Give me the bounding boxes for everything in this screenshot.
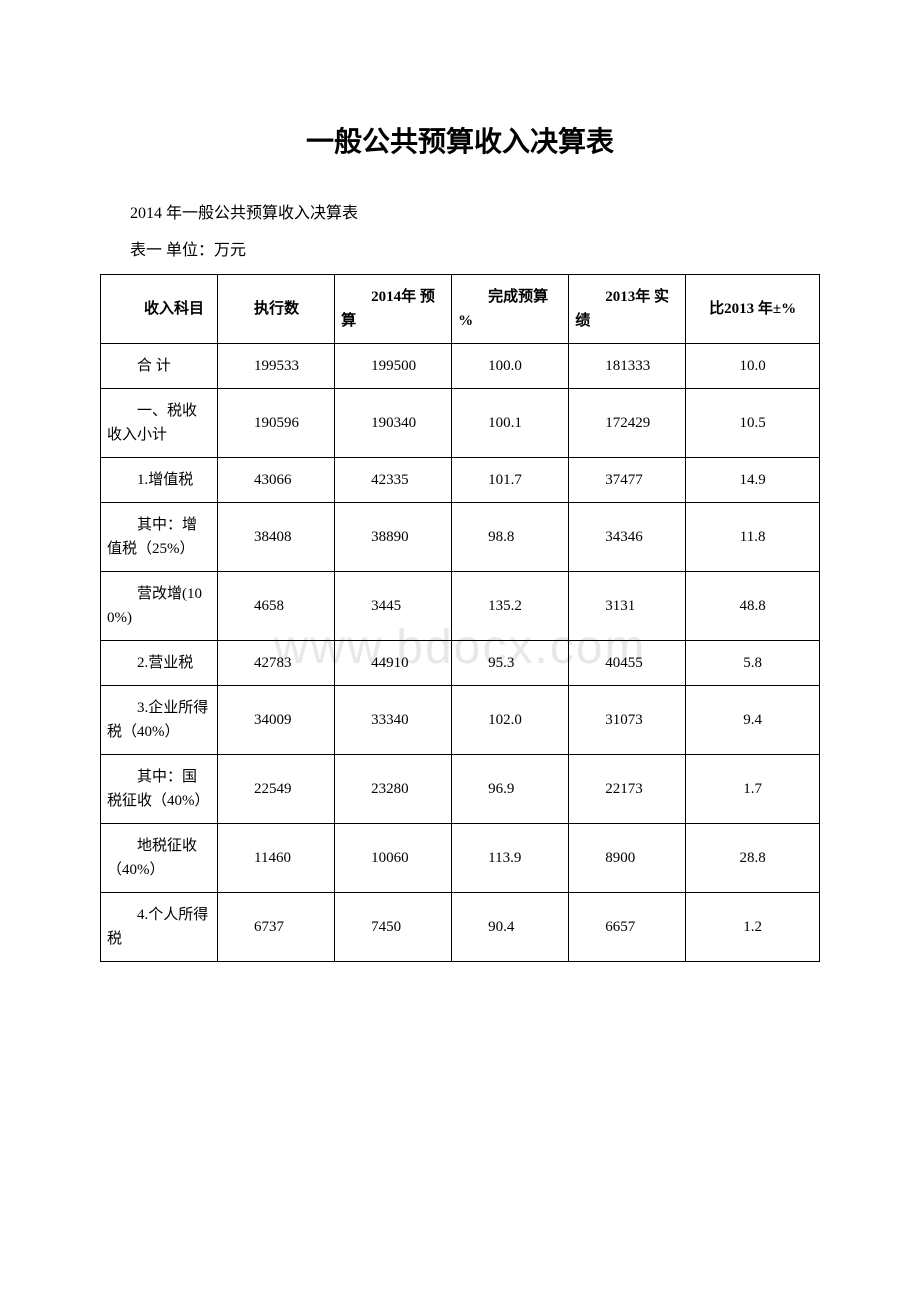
table-cell: 28.8 [686,823,820,892]
table-cell: 37477 [569,457,686,502]
budget-table: 收入科目 执行数 2014年 预算 完成预算 % 2013年 实绩 比2013 … [100,274,820,962]
table-row: 4.个人所得税6737745090.466571.2 [101,892,820,961]
table-cell: 102.0 [452,685,569,754]
table-row: 合 计199533199500100.018133310.0 [101,343,820,388]
table-row: 其中：增值税（25%）384083889098.83434611.8 [101,502,820,571]
table-cell: 199500 [335,343,452,388]
table-row: 地税征收（40%）1146010060113.9890028.8 [101,823,820,892]
table-cell: 5.8 [686,640,820,685]
table-cell: 3445 [335,571,452,640]
table-row: 2.营业税427834491095.3404555.8 [101,640,820,685]
col-header-subject: 收入科目 [101,274,218,343]
table-cell: 地税征收（40%） [101,823,218,892]
table-cell: 44910 [335,640,452,685]
table-cell: 14.9 [686,457,820,502]
table-cell: 42335 [335,457,452,502]
table-cell: 100.0 [452,343,569,388]
subtitle: 2014 年一般公共预算收入决算表 [130,200,820,229]
table-cell: 6657 [569,892,686,961]
table-cell: 172429 [569,388,686,457]
table-body: 合 计199533199500100.018133310.0一、税收收入小计19… [101,343,820,961]
table-cell: 96.9 [452,754,569,823]
table-cell: 100.1 [452,388,569,457]
table-cell: 181333 [569,343,686,388]
table-cell: 33340 [335,685,452,754]
table-cell: 40455 [569,640,686,685]
table-cell: 一、税收收入小计 [101,388,218,457]
table-cell: 11460 [218,823,335,892]
table-cell: 8900 [569,823,686,892]
col-header-budget2014: 2014年 预算 [335,274,452,343]
table-cell: 22549 [218,754,335,823]
table-cell: 11.8 [686,502,820,571]
page-title: 一般公共预算收入决算表 [100,120,820,160]
table-cell: 135.2 [452,571,569,640]
table-row: 一、税收收入小计190596190340100.117242910.5 [101,388,820,457]
table-cell: 6737 [218,892,335,961]
table-cell: 1.2 [686,892,820,961]
table-cell: 1.7 [686,754,820,823]
table-cell: 4.个人所得税 [101,892,218,961]
col-header-completion: 完成预算 % [452,274,569,343]
table-cell: 10.5 [686,388,820,457]
table-cell: 101.7 [452,457,569,502]
table-cell: 3.企业所得税（40%） [101,685,218,754]
table-cell: 34346 [569,502,686,571]
table-cell: 营改增(100%) [101,571,218,640]
table-cell: 38408 [218,502,335,571]
table-cell: 其中：增值税（25%） [101,502,218,571]
table-cell: 98.8 [452,502,569,571]
table-cell: 9.4 [686,685,820,754]
table-cell: 31073 [569,685,686,754]
table-row: 其中：国税征收（40%）225492328096.9221731.7 [101,754,820,823]
table-cell: 38890 [335,502,452,571]
table-cell: 34009 [218,685,335,754]
table-cell: 43066 [218,457,335,502]
table-cell: 1.增值税 [101,457,218,502]
table-cell: 10.0 [686,343,820,388]
col-header-vs2013: 比2013 年±% [686,274,820,343]
table-cell: 90.4 [452,892,569,961]
table-cell: 48.8 [686,571,820,640]
table-cell: 190340 [335,388,452,457]
table-row: 3.企业所得税（40%）3400933340102.0310739.4 [101,685,820,754]
table-cell: 42783 [218,640,335,685]
table-cell: 113.9 [452,823,569,892]
table-cell: 95.3 [452,640,569,685]
table-cell: 199533 [218,343,335,388]
table-cell: 10060 [335,823,452,892]
table-cell: 7450 [335,892,452,961]
table-cell: 4658 [218,571,335,640]
table-row: 1.增值税4306642335101.73747714.9 [101,457,820,502]
col-header-actual2013: 2013年 实绩 [569,274,686,343]
col-header-execution: 执行数 [218,274,335,343]
table-cell: 合 计 [101,343,218,388]
table-cell: 2.营业税 [101,640,218,685]
table-cell: 其中：国税征收（40%） [101,754,218,823]
table-cell: 23280 [335,754,452,823]
table-header-row: 收入科目 执行数 2014年 预算 完成预算 % 2013年 实绩 比2013 … [101,274,820,343]
table-row: 营改增(100%)46583445135.2313148.8 [101,571,820,640]
table-cell: 3131 [569,571,686,640]
table-meta: 表一 单位：万元 [130,237,820,266]
table-cell: 190596 [218,388,335,457]
table-cell: 22173 [569,754,686,823]
